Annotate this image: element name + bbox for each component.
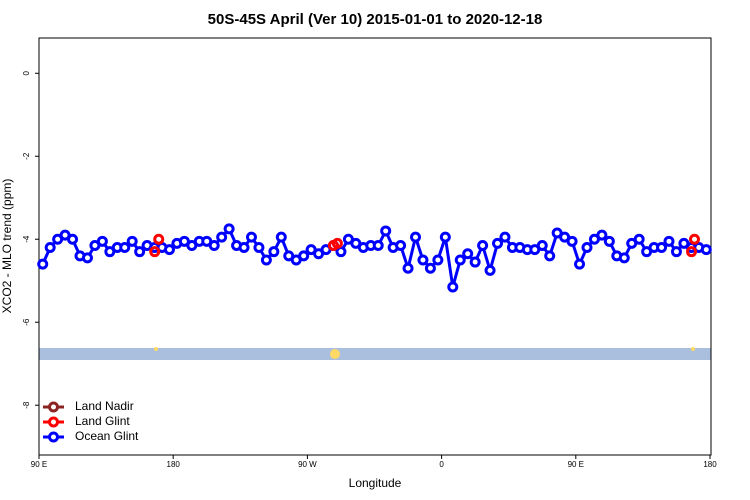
x-tick-label: 90 E	[31, 460, 47, 469]
legend-marker	[48, 431, 59, 443]
x-tick-label: 90 W	[298, 460, 317, 469]
legend-label: Ocean Glint	[75, 429, 139, 443]
data-point	[410, 231, 422, 243]
data-point	[163, 244, 175, 256]
data-point	[603, 235, 615, 247]
legend-label: Land Glint	[75, 414, 130, 428]
data-point	[44, 242, 56, 254]
data-point	[492, 237, 504, 249]
data-point	[663, 235, 675, 247]
data-point	[67, 233, 79, 245]
data-point	[216, 231, 228, 243]
sun-icon	[154, 347, 158, 351]
y-tick-label: 0	[22, 70, 31, 75]
y-tick-label: -4	[22, 235, 31, 243]
data-point	[153, 233, 165, 245]
x-tick-label: 180	[703, 460, 717, 469]
data-point	[298, 250, 310, 262]
data-point	[477, 239, 489, 251]
data-point	[223, 223, 235, 235]
data-point	[335, 246, 347, 258]
data-point	[253, 242, 265, 254]
ocean-band	[39, 348, 711, 360]
data-point	[260, 254, 272, 266]
x-tick-label: 90 E	[568, 460, 584, 469]
x-axis-label: Longitude	[349, 476, 402, 490]
legend-marker	[48, 401, 59, 413]
data-point	[686, 246, 698, 258]
data-point	[536, 239, 548, 251]
data-point	[618, 252, 630, 264]
data-point	[633, 233, 645, 245]
legend-label: Land Nadir	[75, 399, 134, 413]
data-point	[245, 231, 257, 243]
y-axis-label: XCO2 - MLO trend (ppm)	[0, 179, 14, 314]
data-point	[134, 246, 146, 258]
data-point	[439, 231, 451, 243]
data-point	[424, 262, 436, 274]
data-point	[380, 225, 392, 237]
data-point	[462, 248, 474, 260]
data-point	[395, 239, 407, 251]
data-point	[275, 231, 287, 243]
data-point	[417, 254, 429, 266]
data-point	[656, 242, 668, 254]
data-point	[574, 258, 586, 270]
data-point	[96, 235, 108, 247]
data-point	[238, 242, 250, 254]
data-point	[268, 246, 280, 258]
sun-icon	[330, 349, 340, 359]
sun-icon	[691, 347, 695, 351]
x-tick-label: 0	[439, 460, 444, 469]
y-tick-label: -2	[22, 152, 31, 160]
chart-title: 50S-45S April (Ver 10) 2015-01-01 to 202…	[208, 11, 543, 28]
data-point	[688, 233, 700, 245]
data-point	[596, 229, 608, 241]
data-point	[469, 256, 481, 268]
data-point	[670, 246, 682, 258]
x-tick-label: 180	[167, 460, 181, 469]
data-point	[119, 242, 131, 254]
data-point	[331, 237, 343, 249]
data-point	[402, 262, 414, 274]
data-point	[432, 254, 444, 266]
data-point	[447, 281, 459, 293]
data-point	[454, 254, 466, 266]
y-tick-label: -8	[22, 401, 31, 409]
data-point	[700, 244, 712, 256]
data-point	[581, 242, 593, 254]
y-tick-label: -6	[22, 318, 31, 326]
plot-frame	[38, 37, 712, 456]
data-point	[149, 246, 161, 258]
data-point	[37, 258, 49, 270]
data-point	[208, 239, 220, 251]
data-point	[566, 235, 578, 247]
data-point	[544, 250, 556, 262]
data-point	[81, 252, 93, 264]
legend-marker	[48, 416, 59, 428]
data-point	[484, 264, 496, 276]
data-point	[126, 235, 138, 247]
data-point	[372, 239, 384, 251]
data-point	[499, 231, 511, 243]
